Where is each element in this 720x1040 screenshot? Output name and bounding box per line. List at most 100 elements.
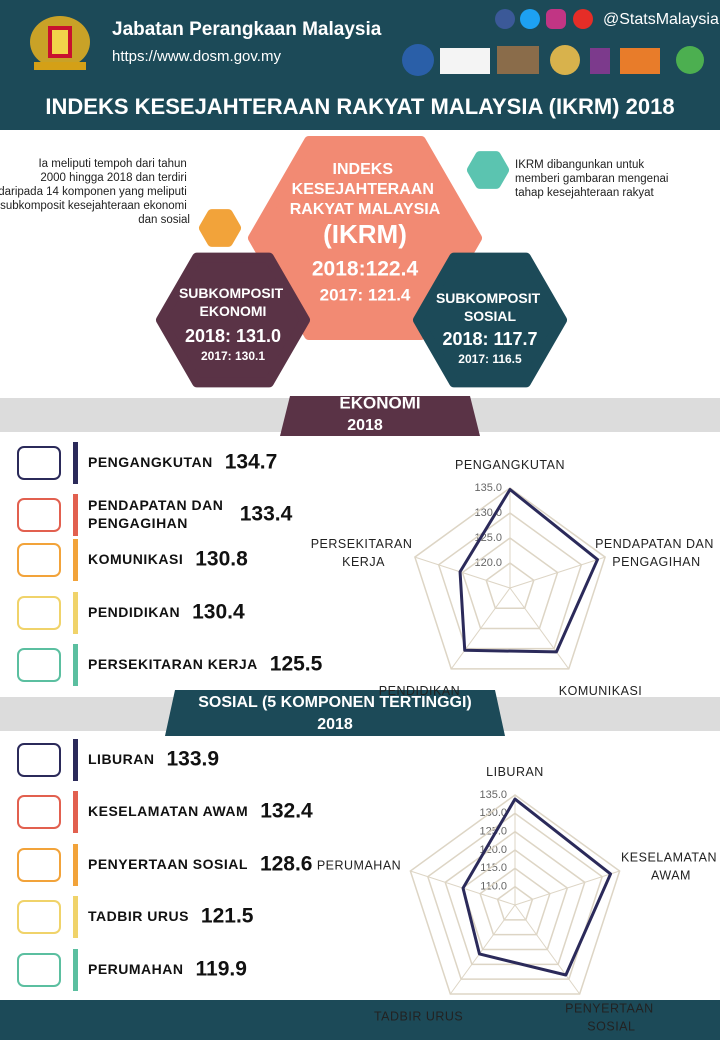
sosial-hexagon — [413, 252, 567, 388]
twitter-icon[interactable] — [520, 9, 540, 29]
list-label: PERUMAHAN — [88, 961, 184, 977]
icon — [17, 743, 61, 777]
facebook-icon[interactable] — [495, 9, 515, 29]
sosial-current: 2018: 117.7 — [442, 329, 537, 349]
grid-pentagon — [409, 794, 621, 995]
icon — [17, 900, 61, 934]
list-value: 130.8 — [195, 548, 248, 571]
list-bar — [73, 791, 78, 833]
radar-label: PERUMAHAN — [317, 859, 401, 873]
icon — [17, 446, 61, 480]
footer — [0, 1000, 720, 1040]
radar-label: PERSEKITARAN KERJA — [311, 537, 417, 569]
icon — [17, 543, 61, 577]
list-label: PENGANGKUTAN — [88, 454, 213, 470]
list-value: 121.5 — [201, 905, 254, 928]
radar-line — [461, 797, 613, 977]
index-abbr: (IKRM) — [323, 219, 407, 249]
list-label: PENDAPATAN DAN PENGAGIHAN — [88, 497, 228, 531]
icon — [17, 648, 61, 682]
grid-pentagon — [461, 849, 569, 951]
icon — [17, 953, 61, 987]
radar-label: TADBIR URUS — [374, 1010, 463, 1024]
right-note: IKRM dibangunkan untuk memberi gambaran … — [515, 159, 672, 199]
radar-label: KESELAMATAN AWAM — [621, 851, 720, 883]
r-tick-label: 135.0 — [479, 789, 507, 801]
list-value: 119.9 — [196, 958, 247, 981]
list-bar — [73, 644, 78, 686]
section-year: 2018 — [347, 417, 383, 434]
index-previous: 2017: 121.4 — [320, 285, 411, 304]
list-label: TADBIR URUS — [88, 908, 189, 924]
radar-label: LIBURAN — [486, 765, 544, 779]
section-tab — [280, 396, 480, 436]
partner-logos — [402, 44, 704, 76]
list-value: 132.4 — [260, 800, 313, 823]
r-tick-label: 120.0 — [474, 557, 502, 569]
list-label: KESELAMATAN AWAM — [88, 803, 248, 819]
list-label: LIBURAN — [88, 751, 155, 767]
ekonomi-previous: 2017: 130.1 — [201, 349, 265, 363]
ekonomi-hexagon — [156, 252, 310, 388]
decor-hexagon — [467, 151, 509, 189]
icon — [17, 848, 61, 882]
grid-pentagon — [437, 512, 583, 650]
social-icons — [495, 9, 593, 29]
list-value: 130.4 — [192, 601, 245, 624]
ekonomi-current: 2018: 131.0 — [185, 326, 281, 346]
index-label: INDEKS KESEJAHTERAAN RAKYAT MALAYSIA — [290, 161, 441, 218]
list-bar — [73, 949, 78, 991]
list-value: 133.9 — [167, 748, 220, 771]
list-value: 125.5 — [270, 653, 323, 676]
icon — [17, 795, 61, 829]
org-name: Jabatan Perangkaan Malaysia — [112, 19, 382, 40]
r-tick-label: 135.0 — [474, 482, 502, 494]
instagram-icon[interactable] — [546, 9, 566, 29]
list-bar — [73, 494, 78, 536]
section-title: EKONOMI — [339, 393, 420, 412]
decor-hexagon — [199, 209, 241, 247]
list-bar — [73, 442, 78, 484]
radar-label: PENGANGKUTAN — [455, 458, 565, 472]
youtube-icon[interactable] — [573, 9, 593, 29]
crest — [30, 16, 90, 70]
list-label: KOMUNIKASI — [88, 551, 183, 567]
radar-line — [458, 488, 599, 654]
grid-pentagon — [461, 537, 559, 630]
social-handle: @StatsMalaysia — [603, 11, 719, 28]
grid-pentagon — [414, 487, 606, 670]
sosial-label: SUBKOMPOSIT SOSIAL — [436, 290, 544, 324]
list-bar — [73, 739, 78, 781]
left-note: Ia meliputi tempoh dari tahun 2000 hingg… — [0, 158, 190, 226]
grid-pentagon — [426, 812, 604, 980]
section-year: 2018 — [317, 716, 353, 733]
org-url[interactable]: https://www.dosm.gov.my — [112, 48, 281, 65]
page-title: INDEKS KESEJAHTERAAN RAKYAT MALAYSIA (IK… — [45, 94, 674, 119]
grid-pentagon — [485, 562, 535, 609]
list-label: PENDIDIKAN — [88, 604, 180, 620]
list-bar — [73, 844, 78, 886]
radar-label: KOMUNIKASI — [559, 685, 643, 699]
radar-label: PENYERTAAN SOSIAL — [565, 1002, 658, 1034]
section-tab — [165, 690, 505, 736]
grid-pentagon — [496, 885, 534, 921]
list-bar — [73, 896, 78, 938]
list-bar — [73, 592, 78, 634]
ekonomi-label: SUBKOMPOSIT EKONOMI — [179, 285, 287, 319]
radar-label: PENDIDIKAN — [379, 685, 460, 699]
list-value: 134.7 — [225, 451, 278, 474]
grid-pentagon — [444, 830, 586, 966]
list-value: 128.6 — [260, 853, 313, 876]
list-value: 133.4 — [240, 503, 293, 526]
radar-label: PENDAPATAN DAN PENGAGIHAN — [595, 537, 718, 569]
list-label: PENYERTAAN SOSIAL — [88, 856, 248, 872]
sosial-previous: 2017: 116.5 — [458, 352, 522, 366]
list-label: PERSEKITARAN KERJA — [88, 656, 258, 672]
icon — [17, 596, 61, 630]
icon — [17, 498, 61, 532]
section-title: SOSIAL (5 KOMPONEN TERTINGGI) — [198, 694, 472, 711]
list-bar — [73, 539, 78, 581]
grid-pentagon — [479, 867, 551, 936]
index-current: 2018:122.4 — [312, 258, 419, 281]
